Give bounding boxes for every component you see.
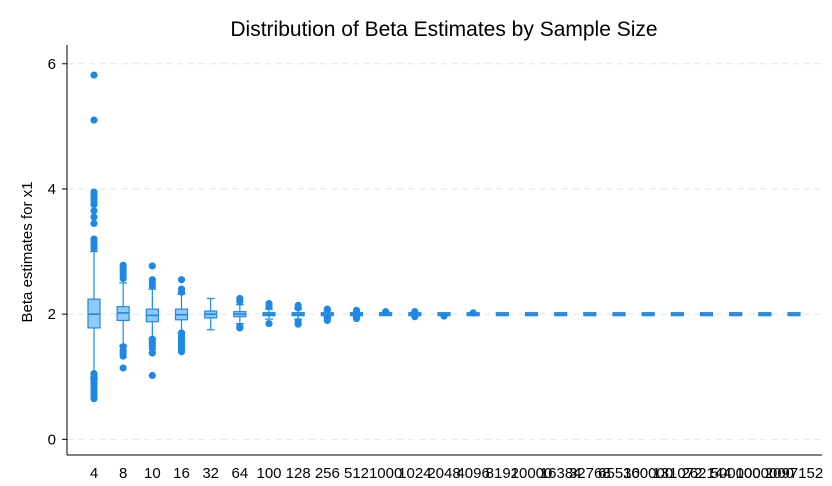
x-tick-label: 100 bbox=[256, 465, 281, 482]
box-1000 bbox=[379, 308, 393, 317]
outlier-point bbox=[90, 213, 98, 221]
outlier-point bbox=[148, 282, 156, 290]
x-tick-label: 8 bbox=[119, 465, 127, 482]
box-64 bbox=[233, 294, 247, 332]
x-tick-label: 4096 bbox=[456, 465, 489, 482]
box-4 bbox=[87, 71, 101, 403]
x-tick-label: 64 bbox=[231, 465, 248, 482]
box-128 bbox=[291, 301, 305, 328]
outlier-point bbox=[90, 395, 98, 403]
outlier-point bbox=[119, 352, 127, 360]
box-131072 bbox=[670, 312, 684, 317]
outlier-point bbox=[119, 364, 127, 372]
box-1000000 bbox=[758, 312, 772, 317]
x-tick-label: 16384 bbox=[540, 465, 582, 482]
x-tick-label: 1000000 bbox=[736, 465, 794, 482]
x-tick-label: 128 bbox=[286, 465, 311, 482]
box-8 bbox=[116, 261, 130, 372]
outlier-point bbox=[294, 304, 302, 312]
outlier-point bbox=[411, 313, 419, 321]
outlier-point bbox=[177, 276, 186, 284]
outlier-point bbox=[90, 71, 98, 79]
box-4096 bbox=[466, 309, 480, 317]
x-tick-label: 65536 bbox=[598, 465, 640, 482]
x-tick-label: 131072 bbox=[652, 465, 702, 482]
outlier-point bbox=[90, 219, 98, 227]
outlier-point bbox=[294, 320, 302, 328]
x-tick-label: 2048 bbox=[427, 465, 460, 482]
box-10 bbox=[145, 262, 159, 380]
x-tick-label: 1000 bbox=[369, 465, 402, 482]
x-tick-label: 2097152 bbox=[765, 465, 823, 482]
x-tick-label: 8192 bbox=[486, 465, 519, 482]
box-16384 bbox=[554, 312, 568, 317]
x-tick-label: 100000 bbox=[623, 465, 673, 482]
box-262144 bbox=[699, 312, 714, 317]
outlier-point bbox=[177, 348, 186, 356]
outlier-point bbox=[90, 244, 98, 253]
x-tick-label: 262144 bbox=[681, 465, 731, 482]
outlier-point bbox=[236, 298, 244, 306]
grid-lines bbox=[67, 63, 822, 440]
outlier-point bbox=[148, 349, 156, 357]
y-tick-label: 4 bbox=[48, 181, 56, 198]
y-tick-label: 0 bbox=[48, 431, 56, 448]
outlier-point bbox=[90, 116, 98, 124]
x-tick-label: 32 bbox=[202, 465, 219, 482]
x-tick-label: 10 bbox=[144, 465, 161, 482]
chart-title: Distribution of Beta Estimates by Sample… bbox=[230, 18, 657, 41]
outlier-point bbox=[323, 316, 331, 325]
x-tick-label: 10000 bbox=[511, 465, 553, 482]
x-tick-label: 16 bbox=[173, 465, 190, 482]
box-1024 bbox=[408, 308, 422, 321]
outlier-point bbox=[119, 274, 127, 283]
box-2048 bbox=[437, 312, 451, 320]
x-tick-label: 256 bbox=[315, 465, 340, 482]
outlier-point bbox=[323, 305, 331, 313]
box-500000 bbox=[729, 312, 743, 317]
box-32768 bbox=[583, 312, 597, 317]
outlier-point bbox=[382, 308, 390, 316]
y-axis-label: Beta estimates for x1 bbox=[19, 182, 36, 323]
x-tick-label: 32768 bbox=[569, 465, 611, 482]
box-100000 bbox=[641, 312, 655, 317]
y-tick-label: 6 bbox=[48, 56, 56, 73]
outlier-point bbox=[90, 207, 98, 215]
x-tick-label: 500000 bbox=[711, 465, 761, 482]
box-32 bbox=[204, 297, 218, 331]
box-256 bbox=[320, 305, 334, 325]
outlier-point bbox=[265, 319, 273, 328]
x-tick-label: 4 bbox=[90, 465, 98, 482]
box-100 bbox=[262, 299, 276, 328]
box-65536 bbox=[612, 312, 626, 317]
outlier-point bbox=[148, 262, 156, 270]
box-8192 bbox=[495, 312, 509, 317]
outlier-point bbox=[352, 307, 361, 315]
outlier-point bbox=[265, 303, 273, 311]
outlier-point bbox=[90, 201, 98, 209]
x-tick-label: 1024 bbox=[398, 465, 431, 482]
outlier-point bbox=[148, 371, 156, 380]
box-16 bbox=[174, 276, 189, 356]
outlier-point bbox=[236, 324, 244, 332]
x-tick-label: 512 bbox=[344, 465, 369, 482]
box-2097152 bbox=[787, 312, 801, 317]
outlier-point bbox=[469, 309, 477, 317]
outlier-point bbox=[352, 314, 361, 323]
box-10000 bbox=[524, 312, 539, 317]
x-axis: 4 8 10 16 32 64 100 128 256 512 100010242048409681… bbox=[67, 454, 823, 482]
outlier-point bbox=[440, 312, 448, 320]
y-axis: 0 2 4 6 bbox=[48, 45, 68, 455]
box-512 bbox=[349, 306, 364, 323]
box-series bbox=[87, 71, 801, 403]
outlier-point bbox=[177, 288, 186, 296]
y-tick-label: 2 bbox=[48, 306, 56, 323]
